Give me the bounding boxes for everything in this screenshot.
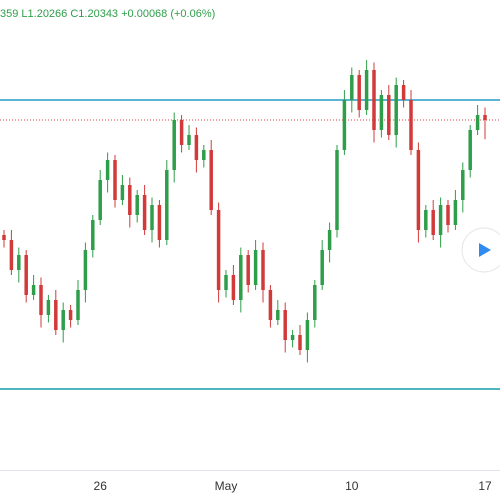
candle-body	[290, 335, 295, 340]
candle-body	[142, 195, 147, 230]
candle-body	[327, 230, 332, 250]
candle-body	[216, 210, 221, 290]
candle-body	[357, 75, 361, 110]
candle-body	[76, 290, 80, 320]
ohlc-header: 359 L1.20266 C1.20343 +0.00068 (+0.06%)	[0, 8, 215, 20]
candle-body	[157, 205, 162, 240]
candle-body	[335, 150, 339, 230]
candle-body	[298, 335, 302, 350]
candle-body	[438, 205, 443, 235]
candle-body	[461, 170, 465, 200]
candle-body	[372, 70, 376, 130]
candle-body	[31, 285, 36, 295]
candle-body	[283, 310, 287, 340]
x-tick-label: 26	[94, 479, 108, 493]
candle-body	[401, 85, 406, 100]
candle-body	[350, 75, 354, 100]
candle-body	[17, 255, 21, 270]
candle-body	[172, 120, 176, 170]
candle-body	[165, 170, 169, 240]
candle-body	[253, 250, 258, 285]
play-icon[interactable]	[479, 243, 491, 257]
candle-body	[313, 285, 317, 320]
candle-body	[2, 235, 6, 240]
candle-body	[431, 210, 435, 235]
candle-body	[246, 255, 250, 285]
play-button[interactable]	[461, 227, 500, 273]
x-tick-label: 10	[345, 479, 359, 493]
candle-body	[320, 250, 324, 285]
candle-body	[83, 250, 88, 290]
candle-body	[68, 310, 73, 320]
candle-body	[342, 100, 347, 150]
candle-body	[483, 115, 487, 120]
candle-body	[239, 255, 243, 300]
candle-body	[54, 300, 58, 330]
candle-body	[194, 135, 199, 160]
candle-body	[91, 220, 95, 250]
candle-body	[468, 130, 472, 170]
x-tick-label: 17	[478, 479, 492, 493]
candle-body	[276, 310, 280, 320]
candle-body	[9, 240, 14, 270]
candle-body	[453, 200, 458, 225]
candle-body	[179, 120, 184, 145]
candle-body	[424, 210, 428, 230]
candle-body	[387, 95, 391, 135]
candle-body	[446, 205, 450, 225]
candle-body	[61, 310, 65, 330]
candle-body	[135, 195, 139, 215]
candle-body	[105, 160, 110, 180]
candle-body	[224, 275, 228, 290]
candle-body	[364, 70, 369, 110]
candle-body	[394, 85, 398, 135]
candle-body	[113, 160, 117, 200]
candle-body	[416, 150, 421, 230]
candle-body	[128, 185, 132, 215]
plot: 26 May 10 17	[0, 60, 500, 493]
candle-body	[120, 185, 125, 200]
candle-body	[409, 100, 413, 150]
candle-body	[209, 150, 213, 210]
candle-body	[98, 180, 102, 220]
candle-body	[39, 285, 43, 315]
candle-body	[202, 150, 206, 160]
candle-body	[46, 300, 51, 315]
candle-body	[379, 95, 384, 130]
candle-body	[24, 255, 28, 295]
x-tick-label: May	[215, 479, 238, 493]
candle-body	[187, 135, 191, 145]
candle-body	[261, 250, 265, 290]
candle-body	[305, 320, 310, 350]
candle-body	[268, 290, 273, 320]
candle-body	[231, 275, 236, 300]
candle-body	[150, 205, 154, 230]
candle-body	[475, 115, 480, 130]
